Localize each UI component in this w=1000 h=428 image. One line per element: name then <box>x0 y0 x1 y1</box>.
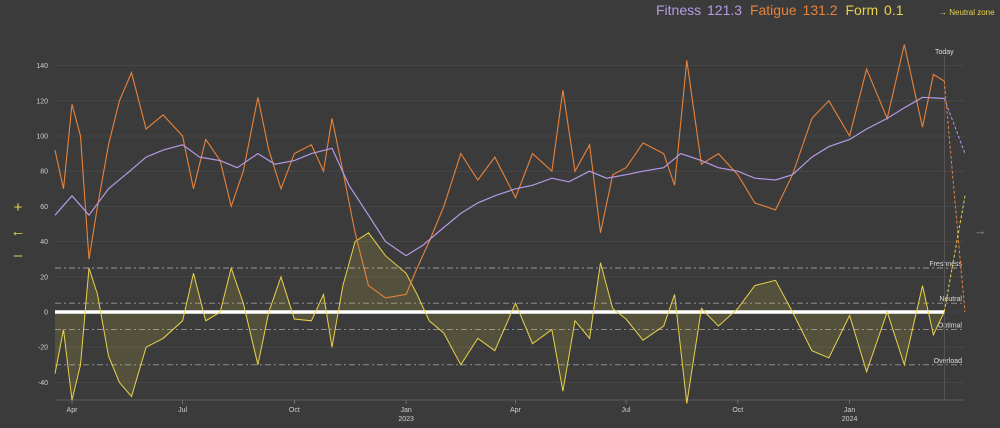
x-tick-label: Apr <box>510 407 522 414</box>
y-tick-label: 120 <box>36 98 48 105</box>
x-tick-label: Oct <box>732 407 743 414</box>
minus-icon[interactable]: – <box>13 247 23 264</box>
fatigue-label: Fatigue <box>749 2 797 18</box>
form-line <box>54 232 945 404</box>
y-tick-label: 0 <box>44 310 48 317</box>
form-value: 0.1 <box>884 2 904 18</box>
x-tick-label: Jan <box>844 407 855 414</box>
fitness-projection-line <box>943 98 966 154</box>
form-label: Form <box>845 2 879 18</box>
fatigue-line <box>54 44 945 299</box>
y-tick-label: 80 <box>40 169 48 176</box>
x-tick-label: Apr <box>67 407 79 414</box>
y-tick-label: 140 <box>36 63 48 70</box>
arrow-left-icon[interactable]: ← <box>10 223 26 240</box>
y-tick-label: 20 <box>40 274 48 281</box>
y-tick-label: 40 <box>40 239 48 246</box>
neutral-zone-legend[interactable]: → Neutral zone <box>939 8 995 17</box>
x-tick-label: Jan <box>400 407 411 414</box>
x-tick-label: Jul <box>622 407 631 414</box>
fitness-line <box>54 96 945 257</box>
fatigue-value: 131.2 <box>802 2 838 18</box>
today-label: Today <box>935 49 954 56</box>
x-tick-label: Oct <box>289 407 300 414</box>
form-area <box>55 232 945 404</box>
arrow-right-icon[interactable]: → <box>973 223 987 238</box>
fatigue-metric: Fatigue 131.2 <box>750 2 844 18</box>
reference-line-label: Overload <box>934 358 963 365</box>
plus-icon[interactable]: + <box>13 199 23 216</box>
y-tick-label: 100 <box>36 134 48 141</box>
fitness-value: 121.3 <box>707 2 743 18</box>
fitness-metric: Fitness 121.3 <box>656 2 748 18</box>
x-year-label: 2023 <box>398 416 414 423</box>
x-tick-label: Jul <box>178 407 187 414</box>
reference-line-label: Optimal <box>938 323 963 330</box>
x-year-label: 2024 <box>842 416 858 423</box>
y-tick-label: -40 <box>38 380 48 387</box>
fitness-label: Fitness <box>656 2 702 18</box>
reference-line-label: Neutral <box>939 296 962 303</box>
y-tick-label: -20 <box>38 345 48 352</box>
form-projection-line <box>943 195 966 312</box>
form-metric: Form 0.1 <box>845 2 905 18</box>
fatigue-projection-line <box>943 81 966 313</box>
metrics-header: Fitness 121.3 Fatigue 131.2 Form 0.1 <box>656 2 908 18</box>
y-tick-label: 60 <box>40 204 48 211</box>
reference-line-label: Freshness <box>929 261 962 268</box>
